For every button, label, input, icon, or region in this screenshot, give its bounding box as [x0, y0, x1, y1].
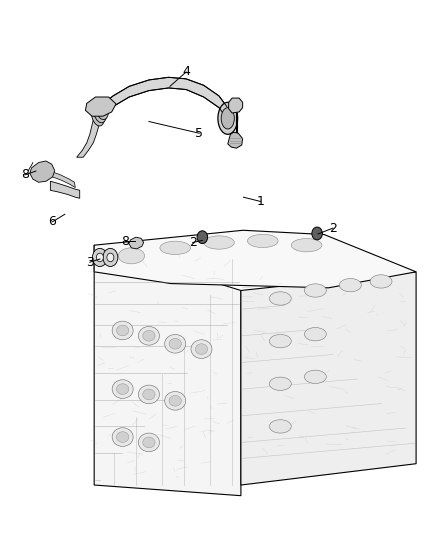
Ellipse shape — [291, 239, 322, 252]
Ellipse shape — [165, 391, 186, 410]
Ellipse shape — [118, 248, 145, 264]
Ellipse shape — [269, 377, 291, 390]
Ellipse shape — [269, 420, 291, 433]
Ellipse shape — [247, 235, 278, 248]
Ellipse shape — [169, 395, 181, 406]
Circle shape — [197, 231, 208, 244]
Polygon shape — [52, 172, 75, 188]
Polygon shape — [94, 230, 416, 288]
Text: 5: 5 — [195, 127, 203, 140]
Text: 6: 6 — [49, 215, 57, 228]
Ellipse shape — [169, 338, 181, 349]
Ellipse shape — [304, 327, 326, 341]
Text: 8: 8 — [121, 235, 129, 248]
Ellipse shape — [304, 284, 326, 297]
Ellipse shape — [269, 335, 291, 348]
Circle shape — [312, 227, 322, 240]
Polygon shape — [94, 245, 241, 496]
Ellipse shape — [112, 321, 133, 340]
Circle shape — [103, 248, 118, 266]
Ellipse shape — [138, 433, 159, 452]
Polygon shape — [50, 181, 80, 198]
Polygon shape — [30, 161, 55, 182]
Circle shape — [92, 248, 107, 266]
Polygon shape — [228, 132, 243, 148]
Text: 1: 1 — [257, 195, 265, 208]
Text: 2: 2 — [189, 236, 197, 249]
Circle shape — [96, 253, 103, 262]
Ellipse shape — [95, 98, 108, 119]
Text: 8: 8 — [21, 168, 29, 181]
Ellipse shape — [370, 275, 392, 288]
Text: 2: 2 — [329, 222, 337, 235]
Ellipse shape — [93, 101, 106, 123]
Ellipse shape — [269, 292, 291, 305]
Ellipse shape — [112, 379, 133, 399]
Circle shape — [107, 253, 114, 262]
Ellipse shape — [92, 104, 104, 126]
Ellipse shape — [339, 278, 361, 292]
Text: 4: 4 — [182, 66, 190, 78]
Text: 3: 3 — [86, 256, 94, 269]
Polygon shape — [129, 237, 144, 249]
Ellipse shape — [138, 326, 159, 345]
Ellipse shape — [204, 236, 234, 249]
Ellipse shape — [221, 108, 234, 129]
Polygon shape — [100, 77, 227, 118]
Ellipse shape — [165, 335, 186, 353]
Ellipse shape — [191, 340, 212, 358]
Ellipse shape — [117, 432, 129, 442]
Ellipse shape — [160, 241, 191, 255]
Ellipse shape — [138, 385, 159, 404]
Ellipse shape — [143, 437, 155, 448]
Polygon shape — [229, 98, 243, 113]
Polygon shape — [77, 116, 101, 157]
Ellipse shape — [195, 344, 208, 354]
Ellipse shape — [143, 330, 155, 341]
Polygon shape — [85, 97, 116, 116]
Ellipse shape — [117, 384, 129, 394]
Ellipse shape — [112, 427, 133, 447]
Ellipse shape — [304, 370, 326, 384]
Ellipse shape — [117, 325, 129, 336]
Ellipse shape — [143, 389, 155, 400]
Ellipse shape — [218, 102, 237, 134]
Polygon shape — [241, 272, 416, 485]
